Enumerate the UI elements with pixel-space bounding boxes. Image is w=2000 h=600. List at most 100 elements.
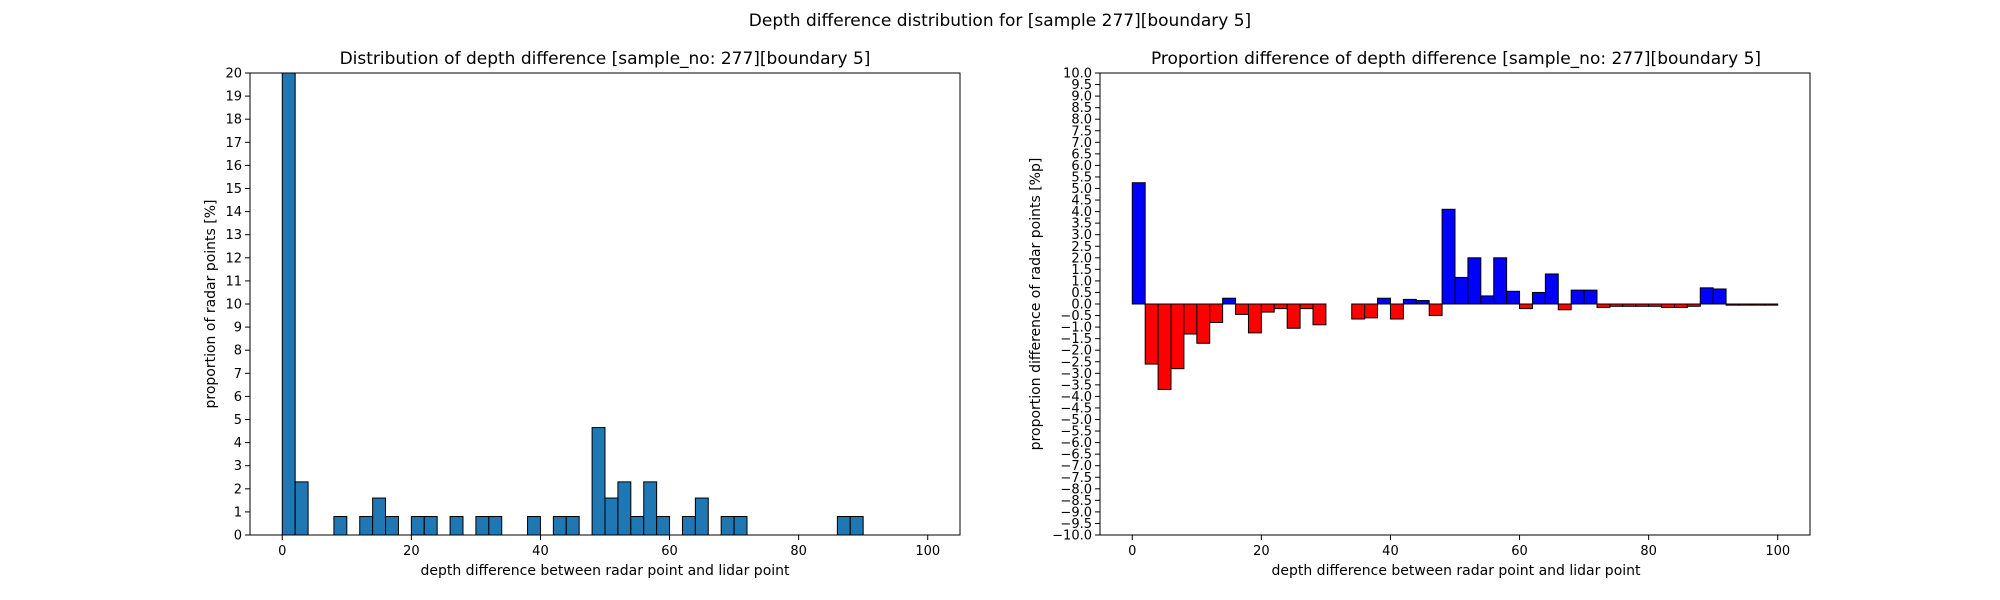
chart-right-bar bbox=[1247, 303, 1262, 334]
chart-right-x-label: depth difference between radar point and… bbox=[1271, 563, 1641, 579]
chart-right-bar bbox=[1673, 303, 1688, 308]
chart-right-y-tick-label: 4.0 bbox=[1071, 205, 1092, 220]
chart-right-bar bbox=[1557, 303, 1572, 311]
chart-left-y-tick-label: 7 bbox=[234, 367, 242, 382]
chart-left-y-tick-label: 10 bbox=[225, 298, 242, 313]
chart-left-bar bbox=[372, 497, 387, 536]
chart-right-x-tick-label: 100 bbox=[1765, 544, 1790, 559]
chart-right: Proportion difference of depth differenc… bbox=[1028, 49, 1811, 579]
chart-right-bar bbox=[1506, 290, 1521, 305]
chart-left-bar bbox=[410, 516, 425, 536]
chart-right-x-tick-label: 80 bbox=[1640, 544, 1657, 559]
chart-left-y-tick-label: 6 bbox=[234, 390, 242, 405]
chart-right-x-tick-label: 0 bbox=[1128, 544, 1136, 559]
chart-left-x-label: depth difference between radar point and… bbox=[420, 563, 790, 579]
chart-left-y-tick-label: 5 bbox=[234, 413, 242, 428]
chart-right-y-tick-label: −9.5 bbox=[1060, 517, 1092, 532]
chart-left-bar bbox=[630, 516, 645, 536]
chart-right-bar bbox=[1196, 303, 1211, 344]
chart-left-x-tick-label: 20 bbox=[403, 544, 420, 559]
chart-right-y-tick-label: −3.0 bbox=[1060, 367, 1092, 382]
chart-left-bar bbox=[359, 516, 374, 536]
chart-right-bar bbox=[1661, 303, 1675, 308]
chart-right-bar bbox=[1738, 303, 1753, 306]
chart-left-x-tick-label: 40 bbox=[532, 544, 549, 559]
chart-right-title: Proportion difference of depth differenc… bbox=[1151, 49, 1761, 69]
chart-left-title: Distribution of depth difference [sample… bbox=[340, 49, 871, 69]
chart-right-bar bbox=[1235, 303, 1249, 315]
chart-right-bar bbox=[1402, 298, 1417, 305]
chart-right-bar bbox=[1209, 303, 1224, 323]
chart-right-y-tick-label: −8.5 bbox=[1060, 494, 1092, 509]
chart-left-bar bbox=[423, 516, 438, 536]
chart-right-bar bbox=[1531, 291, 1546, 305]
chart-left-bar bbox=[475, 516, 490, 536]
chart-left-bar bbox=[333, 516, 348, 536]
chart-left-y-tick-label: 8 bbox=[234, 344, 242, 359]
chart-left-y-tick-label: 2 bbox=[234, 482, 242, 497]
chart-right-bar bbox=[1157, 303, 1172, 390]
chart-right-x-tick-label: 40 bbox=[1382, 544, 1399, 559]
chart-right-y-tick-label: −0.5 bbox=[1060, 309, 1092, 324]
chart-left-bar bbox=[733, 516, 748, 536]
chart-left-y-tick-label: 3 bbox=[234, 459, 242, 474]
chart-left-y-tick-label: 14 bbox=[225, 205, 242, 220]
chart-left-bar bbox=[488, 516, 503, 536]
chart-left-y-tick-label: 12 bbox=[225, 251, 242, 266]
chart-left-bar bbox=[281, 72, 296, 536]
chart-right-y-tick-label: −5.0 bbox=[1060, 413, 1092, 428]
chart-right-y-tick-label: 4.5 bbox=[1071, 194, 1092, 209]
chart-left-x-ticks: 0 20 40 60 80 100 bbox=[278, 535, 940, 559]
chart-left-bar bbox=[617, 481, 632, 536]
chart-left-y-tick-label: 4 bbox=[234, 436, 242, 451]
chart-right-bar bbox=[1286, 303, 1301, 329]
chart-right-y-tick-label: 9.0 bbox=[1071, 90, 1092, 105]
chart-right-bar bbox=[1648, 303, 1663, 307]
chart-left: Distribution of depth difference [sample… bbox=[203, 49, 961, 579]
chart-left-y-tick-label: 18 bbox=[225, 113, 242, 128]
chart-right-bar bbox=[1544, 273, 1559, 305]
chart-left-bar bbox=[643, 481, 658, 536]
chart-right-y-tick-label: 0.0 bbox=[1071, 298, 1092, 313]
chart-right-y-tick-label: 2.5 bbox=[1071, 240, 1092, 255]
chart-right-y-tick-label: −8.0 bbox=[1060, 482, 1092, 497]
chart-right-y-tick-label: 3.0 bbox=[1071, 228, 1092, 243]
chart-right-bar bbox=[1725, 303, 1740, 306]
chart-right-bar bbox=[1596, 303, 1611, 308]
chart-right-y-tick-label: −5.5 bbox=[1060, 425, 1092, 440]
chart-right-bar bbox=[1170, 303, 1185, 370]
chart-right-bar bbox=[1480, 295, 1495, 305]
chart-right-y-tick-label: −1.0 bbox=[1060, 321, 1092, 336]
chart-right-y-tick-label: 3.5 bbox=[1071, 217, 1092, 232]
chart-right-y-tick-label: 8.5 bbox=[1071, 101, 1092, 116]
chart-left-x-tick-label: 80 bbox=[790, 544, 807, 559]
chart-right-y-tick-label: 7.5 bbox=[1071, 124, 1092, 139]
chart-left-y-tick-label: 15 bbox=[225, 182, 242, 197]
chart-right-bar bbox=[1609, 303, 1624, 307]
chart-left-x-tick-label: 100 bbox=[915, 544, 940, 559]
chart-right-bar bbox=[1415, 300, 1430, 305]
chart-right-bar bbox=[1273, 303, 1288, 310]
chart-left-y-tick-label: 16 bbox=[225, 159, 242, 174]
chart-right-y-tick-label: −1.5 bbox=[1060, 332, 1092, 347]
chart-right-bar bbox=[1454, 276, 1469, 305]
chart-right-bar bbox=[1299, 303, 1314, 310]
chart-right-bar bbox=[1428, 303, 1443, 317]
chart-left-bar bbox=[604, 497, 619, 536]
chart-right-y-tick-label: 8.0 bbox=[1071, 113, 1092, 128]
chart-right-bar bbox=[1222, 297, 1237, 305]
chart-right-bars bbox=[1131, 182, 1779, 390]
chart-right-y-tick-label: −7.0 bbox=[1060, 459, 1092, 474]
chart-left-y-label: proportion of radar points [%] bbox=[203, 199, 219, 408]
chart-right-bar bbox=[1493, 257, 1508, 305]
chart-left-y-tick-label: 19 bbox=[225, 90, 242, 105]
chart-right-y-ticks: 10.09.59.08.58.07.57.06.56.05.55.04.54.0… bbox=[1052, 67, 1100, 544]
chart-left-bar bbox=[836, 516, 851, 536]
chart-right-y-tick-label: 1.5 bbox=[1071, 263, 1092, 278]
chart-left-bar bbox=[681, 516, 696, 536]
chart-left-y-tick-label: 0 bbox=[234, 529, 242, 544]
chart-right-bar bbox=[1570, 289, 1585, 305]
chart-right-bar bbox=[1699, 287, 1714, 305]
chart-right-y-tick-label: −2.0 bbox=[1060, 344, 1092, 359]
